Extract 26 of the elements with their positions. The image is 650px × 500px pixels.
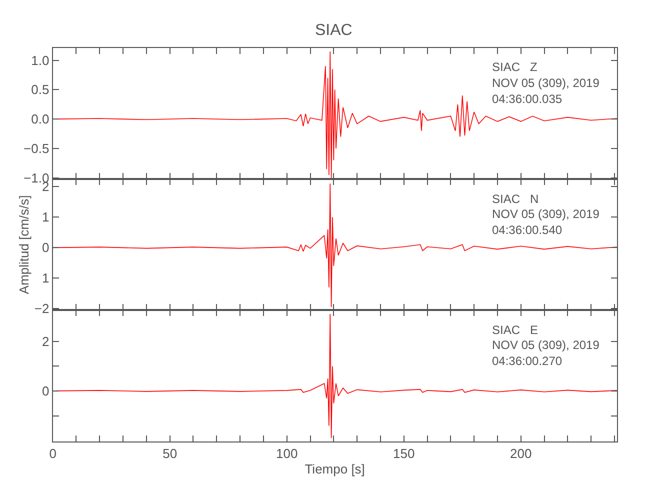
y-tick-label: 1: [42, 210, 50, 225]
chart-title: SIAC: [315, 22, 352, 39]
y-tick-label: 1: [42, 270, 50, 286]
annotation: 04:36:00.270: [492, 354, 562, 368]
x-tick-label: 150: [393, 446, 415, 461]
y-tick-label: −0.5: [24, 141, 50, 156]
y-tick-label: 0: [42, 240, 50, 256]
x-tick-label: 100: [276, 446, 298, 461]
x-tick-label: 50: [162, 446, 178, 461]
annotation: 04:36:00.035: [492, 92, 562, 106]
y-tick-label: 0: [42, 383, 50, 398]
y-tick-label: 2: [42, 334, 50, 349]
y-tick-label: 1.0: [31, 52, 50, 68]
annotation: SIAC Z: [492, 60, 538, 74]
annotation: 04:36:00.540: [492, 223, 562, 237]
annotation: NOV 05 (309), 2019: [492, 338, 600, 352]
annotation: SIAC N: [492, 192, 539, 206]
y-tick-label: 0.0: [31, 112, 50, 127]
annotation: NOV 05 (309), 2019: [492, 207, 600, 221]
y-axis-title: Amplitud [cm/s/s]: [16, 195, 32, 294]
annotation: SIAC E: [492, 323, 538, 337]
y-tick-label: −2: [34, 301, 50, 316]
y-tick-label: 0.5: [31, 82, 50, 98]
x-axis-title: Tiempo [s]: [304, 462, 365, 477]
annotation: NOV 05 (309), 2019: [492, 76, 600, 90]
x-tick-label: 200: [510, 446, 532, 461]
